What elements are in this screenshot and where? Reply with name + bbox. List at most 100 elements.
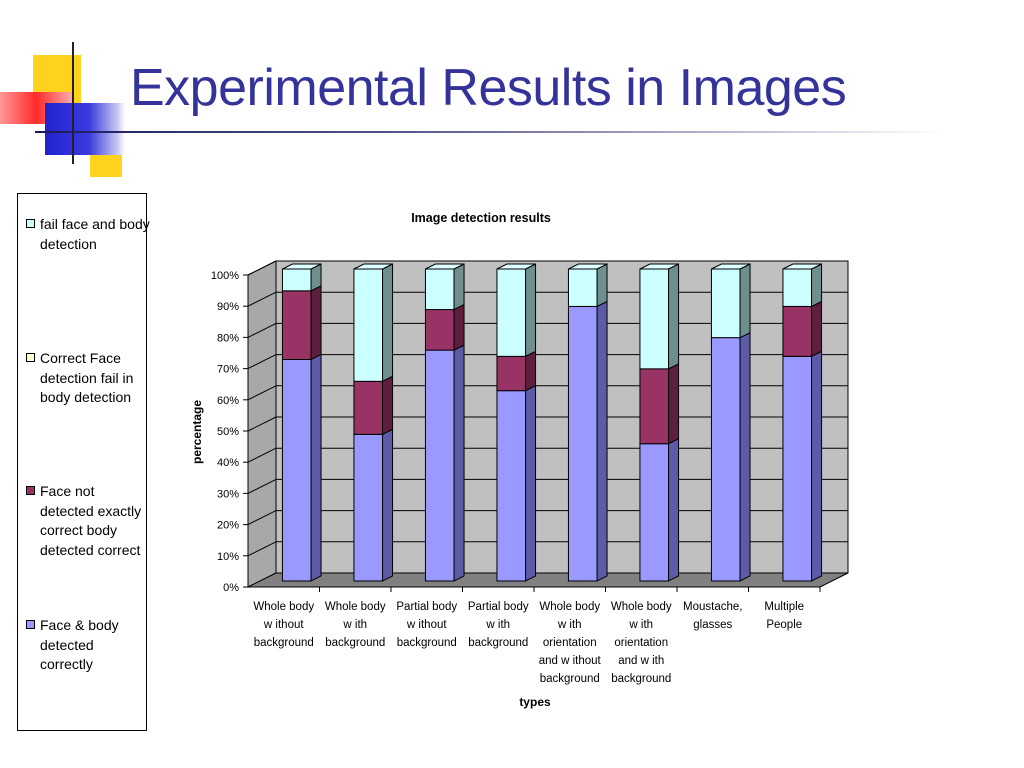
gridline-side <box>247 291 277 307</box>
bar-top-cap <box>782 263 822 270</box>
legend-label: Face & body detected correctly <box>40 617 119 672</box>
gridline-side <box>247 385 277 401</box>
legend-swatch <box>26 353 35 362</box>
x-tick-label: Whole body <box>325 601 386 613</box>
bar-segment-side <box>525 263 537 358</box>
y-tick-label: 90% <box>217 301 239 313</box>
plot-floor <box>247 572 849 588</box>
x-tick-label: People <box>766 619 802 631</box>
bar-top-cap <box>425 263 465 270</box>
x-tick-label: background <box>254 637 314 649</box>
bar-segment <box>710 337 741 582</box>
decor-vertical-line <box>72 42 74 164</box>
bar-segment-side <box>596 300 608 582</box>
bar-top-cap <box>711 263 751 270</box>
gridline-side <box>247 541 277 557</box>
bar-top-cap <box>568 263 608 270</box>
bar-segment-side <box>382 263 394 383</box>
chart-legend: fail face and body detection Correct Fac… <box>17 193 150 731</box>
bar-top-cap <box>353 263 393 270</box>
x-tick-label: w ith <box>557 619 582 631</box>
bar-segment <box>710 268 741 339</box>
bar-segment-side <box>525 384 537 582</box>
bar-top-cap <box>496 263 536 270</box>
x-tick-label: and w ithout <box>539 655 602 667</box>
bar-segment-side <box>739 331 751 582</box>
legend-label: fail face and body detection <box>40 216 150 252</box>
x-tick-label: background <box>397 637 457 649</box>
x-tick-label: Moustache, <box>683 601 742 613</box>
bar-segment <box>281 290 312 360</box>
plot-area <box>247 260 849 588</box>
bar-segment-side <box>453 344 465 582</box>
y-axis-label: percentage <box>190 400 204 464</box>
x-tick-label: w ith <box>628 619 653 631</box>
bar-segment-side <box>739 263 751 339</box>
x-tick-label: glasses <box>693 619 732 631</box>
bar-segment-side <box>811 300 823 358</box>
y-tick-label: 60% <box>217 395 239 407</box>
bar-segment-side <box>310 285 322 361</box>
x-tick-label: Partial body <box>396 601 457 613</box>
y-tick-label: 10% <box>217 551 239 563</box>
y-tick-label: 50% <box>217 426 239 438</box>
bar-segment-side <box>668 363 680 445</box>
bar-segment-side <box>596 263 608 308</box>
bar-segment-side <box>382 428 394 582</box>
legend-label: Face not detected exactly correct body d… <box>40 483 142 558</box>
stacked-bar-chart: Image detection results 0% 10% 20% 30% 40% 50… <box>190 211 849 709</box>
bar-top-cap <box>639 263 679 270</box>
bar-segment-side <box>382 375 394 436</box>
x-tick-label: Whole body <box>611 601 672 613</box>
gridline-side <box>247 447 277 463</box>
x-tick-label: orientation <box>614 637 668 649</box>
bar-segment <box>281 358 312 582</box>
y-tick-label: 70% <box>217 364 239 376</box>
gridline-side <box>247 322 277 338</box>
gridline-side <box>247 510 277 526</box>
x-axis: Whole body w ithout background Whole body w … <box>248 586 821 685</box>
bar-segment <box>567 268 598 307</box>
bar-segment <box>782 355 813 582</box>
bar-segment <box>353 268 384 382</box>
x-tick-label: w ithout <box>406 619 447 631</box>
legend-swatch <box>26 219 35 228</box>
x-tick-label: w ith <box>485 619 510 631</box>
bar-segment-side <box>453 303 465 351</box>
decor-blue-square <box>45 103 125 155</box>
bar-segment <box>567 305 598 582</box>
bar-segment <box>496 390 527 582</box>
y-tick-label: 20% <box>217 520 239 532</box>
legend-swatch <box>26 486 35 495</box>
x-tick-label: and w ith <box>618 655 664 667</box>
bar-segment-side <box>453 263 465 311</box>
bar-segment <box>496 355 527 392</box>
x-tick-label: w ithout <box>263 619 304 631</box>
bar-segment <box>424 309 455 351</box>
x-tick-label: Multiple <box>764 601 804 613</box>
x-tick-label: Whole body <box>539 601 600 613</box>
x-tick-label: orientation <box>543 637 597 649</box>
y-tick-label: 100% <box>211 270 239 282</box>
x-tick-label: Partial body <box>468 601 529 613</box>
legend-label: Correct Face detection fail in body dete… <box>40 350 134 405</box>
bar-top-cap <box>282 263 322 270</box>
decor-yellow-small <box>90 155 122 177</box>
gridline-side <box>247 478 277 494</box>
bar-segment-side <box>668 263 680 370</box>
slide-title: Experimental Results in Images <box>130 59 847 117</box>
y-axis: 0% 10% 20% 30% 40% 50% 60% 70% 80% 90% 100% <box>211 270 249 594</box>
gridline-side <box>247 416 277 432</box>
bar-segment-side <box>811 350 823 582</box>
bar-segment-side <box>310 353 322 582</box>
y-tick-label: 30% <box>217 488 239 500</box>
bar-segment <box>281 268 312 292</box>
y-tick-label: 80% <box>217 332 239 344</box>
bar-segment-side <box>668 437 680 582</box>
gridline-side <box>247 260 277 276</box>
x-axis-label: types <box>519 695 551 709</box>
x-tick-label: background <box>468 637 528 649</box>
x-tick-label: background <box>611 673 671 685</box>
x-tick-label: background <box>540 673 600 685</box>
bar-segment <box>424 268 455 311</box>
